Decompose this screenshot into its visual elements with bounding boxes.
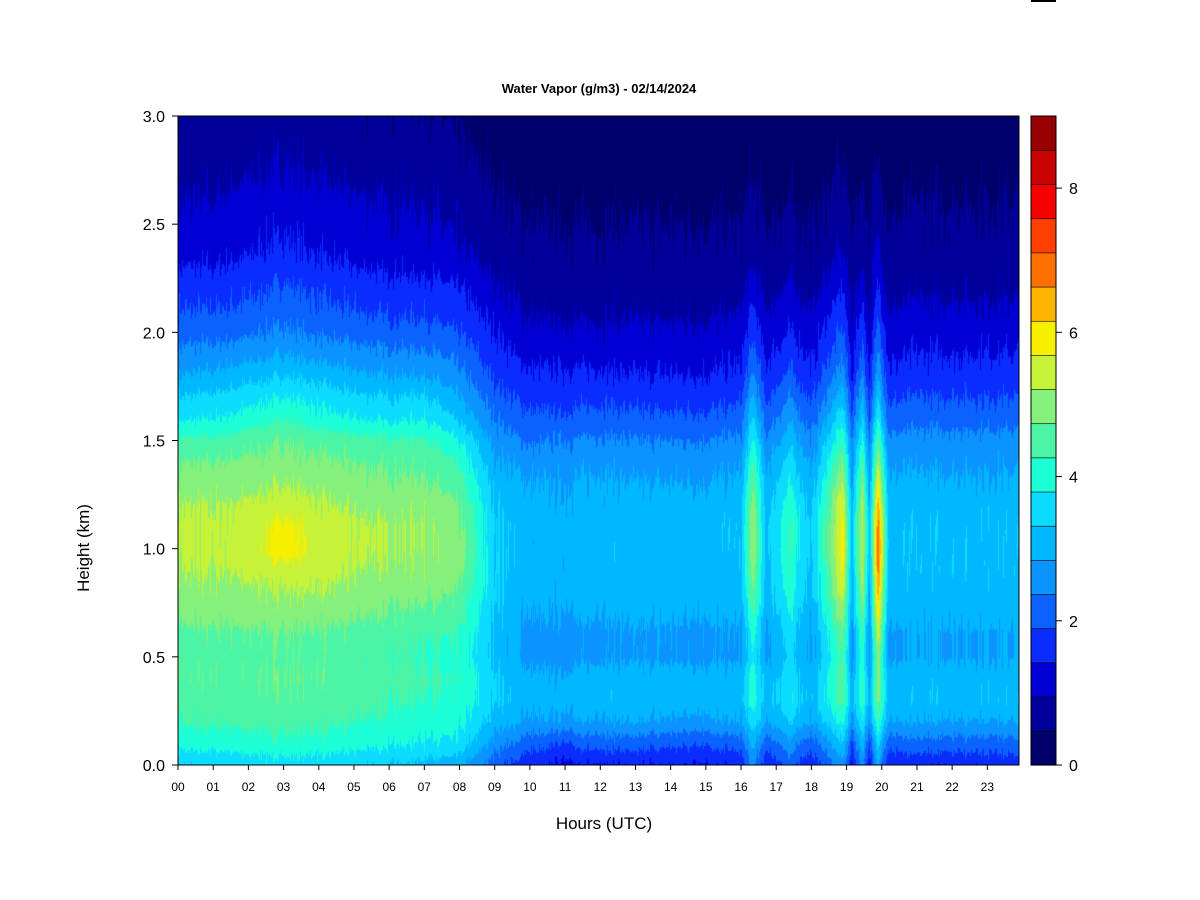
- y-tick-label: 1.0: [143, 542, 165, 559]
- x-tick-label: 09: [488, 780, 502, 794]
- y-tick-label: 2.5: [143, 217, 165, 234]
- x-tick-label: 07: [418, 780, 432, 794]
- chart-title: Water Vapor (g/m3) - 02/14/2024: [502, 81, 697, 96]
- colorbar-segment: [1030, 423, 1057, 459]
- colorbar-segment: [1030, 320, 1057, 356]
- colorbar-ticks: 0 2 4 6 8: [1056, 181, 1078, 775]
- colorbar-segment: [1030, 184, 1057, 220]
- colorbar-frame: [1030, 115, 1057, 766]
- colorbar-segment: [1030, 354, 1057, 390]
- colorbar-segment: [1030, 218, 1057, 254]
- colorbar-segment: [1030, 730, 1057, 766]
- heatmap-raster: [178, 116, 1019, 765]
- x-tick-label: 22: [945, 780, 959, 794]
- colorbar-segment: [1030, 593, 1057, 629]
- x-tick-label: 06: [382, 780, 396, 794]
- x-tick-label: 13: [629, 780, 643, 794]
- y-tick-label: 3.0: [143, 109, 165, 126]
- x-axis: 00 01 02 03 04 05 06 07 08 09 10 11 12 13 14 15 16 17 18 19…: [171, 765, 994, 794]
- corner-mark: [1031, 0, 1056, 2]
- x-tick-label: 04: [312, 780, 326, 794]
- colorbar-segment: [1030, 628, 1057, 664]
- x-tick-label: 12: [594, 780, 608, 794]
- x-axis-label: Hours (UTC): [556, 814, 652, 833]
- colorbar-segment: [1030, 491, 1057, 527]
- x-tick-label: 08: [453, 780, 467, 794]
- colorbar-tick-label: 2: [1069, 614, 1078, 631]
- x-tick-label: 02: [242, 780, 256, 794]
- colorbar-tick-label: 8: [1069, 181, 1078, 198]
- y-tick-label: 0.0: [143, 758, 165, 775]
- x-tick-label: 21: [910, 780, 924, 794]
- x-tick-label: 11: [559, 780, 572, 794]
- colorbar-segment: [1030, 252, 1057, 288]
- colorbar-segment: [1030, 388, 1057, 425]
- colorbar: [1030, 115, 1057, 766]
- colorbar-tick-label: 6: [1069, 325, 1078, 342]
- colorbar-segment: [1030, 559, 1057, 595]
- x-tick-label: 00: [171, 780, 185, 794]
- colorbar-segment: [1030, 286, 1057, 322]
- x-tick-label: 20: [875, 780, 889, 794]
- y-axis: 0.0 0.5 1.0 1.5 2.0 2.5 3.0: [143, 109, 178, 775]
- x-tick-label: 10: [523, 780, 537, 794]
- x-tick-label: 16: [734, 780, 748, 794]
- y-tick-label: 2.0: [143, 325, 165, 342]
- x-tick-label: 23: [981, 780, 995, 794]
- colorbar-tick-label: 0: [1069, 758, 1078, 775]
- x-tick-label: 15: [699, 780, 713, 794]
- y-tick-label: 1.5: [143, 434, 165, 451]
- y-tick-label: 0.5: [143, 650, 165, 667]
- colorbar-segment: [1030, 525, 1057, 561]
- x-tick-label: 03: [277, 780, 291, 794]
- x-tick-label: 18: [805, 780, 819, 794]
- x-tick-label: 19: [840, 780, 854, 794]
- colorbar-segment: [1030, 696, 1057, 732]
- heatmap-plot-area: [178, 116, 1019, 765]
- y-axis-label: Height (km): [74, 504, 93, 592]
- x-tick-label: 01: [207, 780, 221, 794]
- colorbar-segment: [1030, 662, 1057, 698]
- colorbar-segment: [1030, 149, 1057, 185]
- colorbar-segment: [1030, 457, 1057, 493]
- colorbar-segment: [1030, 115, 1057, 151]
- x-tick-label: 05: [347, 780, 361, 794]
- colorbar-tick-label: 4: [1069, 470, 1078, 487]
- x-tick-label: 14: [664, 780, 678, 794]
- x-tick-label: 17: [770, 780, 784, 794]
